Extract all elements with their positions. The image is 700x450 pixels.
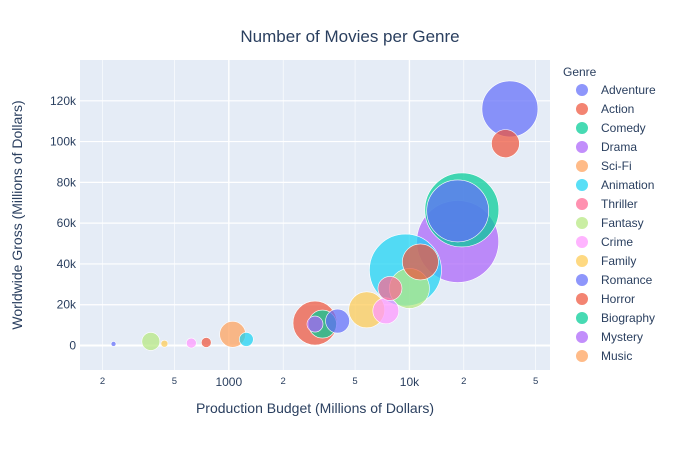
legend-label-family: Family (601, 254, 636, 268)
y-axis-ticks: 0 20k 40k 60k 80k 100k 120k (50, 94, 77, 353)
bubbles (110, 80, 539, 351)
legend-label-horror: Horror (601, 292, 635, 306)
x-minor-tick-label: 2 (461, 376, 466, 387)
bubble-fantasy[interactable] (141, 332, 161, 351)
bubble-adventure[interactable] (426, 179, 490, 243)
legend-marker-drama (576, 141, 588, 153)
legend-label-music: Music (601, 349, 632, 363)
x-major-tick-label: 1000 (215, 375, 242, 389)
legend-marker-sci-fi (576, 160, 588, 172)
legend-marker-action (576, 103, 588, 115)
x-minor-tick-label: 5 (533, 376, 538, 387)
legend-marker-animation (576, 179, 588, 191)
x-major-tick-label: 10k (400, 375, 420, 389)
legend-marker-biography (576, 312, 588, 324)
y-axis-title: Worldwide Gross (Millions of Dollars) (9, 100, 25, 329)
y-tick-label: 120k (50, 94, 77, 108)
bubble-family[interactable] (160, 339, 169, 348)
legend-label-fantasy: Fantasy (601, 216, 644, 230)
legend-item-thriller[interactable]: Thriller (576, 197, 638, 211)
bubble-crime[interactable] (372, 297, 400, 325)
y-tick-label: 40k (57, 257, 77, 271)
legend-marker-thriller (576, 198, 588, 210)
legend-item-romance[interactable]: Romance (576, 273, 653, 287)
legend-label-comedy: Comedy (601, 121, 646, 135)
legend-item-music[interactable]: Music (576, 349, 632, 363)
legend-title: Genre (563, 65, 597, 79)
legend-marker-romance (576, 274, 588, 286)
bubble-animation[interactable] (239, 332, 254, 347)
x-axis-title: Production Budget (Millions of Dollars) (196, 400, 434, 416)
legend-item-drama[interactable]: Drama (576, 140, 637, 154)
bubble-action[interactable] (402, 243, 439, 281)
legend-marker-adventure (576, 84, 588, 96)
y-tick-label: 60k (57, 216, 77, 230)
legend-item-action[interactable]: Action (576, 102, 634, 116)
legend-marker-crime (576, 236, 588, 248)
legend-marker-family (576, 255, 588, 267)
legend-label-crime: Crime (601, 235, 633, 249)
y-tick-label: 80k (57, 175, 77, 189)
x-minor-tick-label: 2 (281, 376, 286, 387)
legend-marker-comedy (576, 122, 588, 134)
legend-item-biography[interactable]: Biography (576, 311, 655, 325)
x-minor-tick-label: 5 (352, 376, 357, 387)
legend-item-adventure[interactable]: Adventure (576, 83, 656, 97)
legend-marker-music (576, 350, 588, 362)
bubble-crime[interactable] (186, 337, 197, 349)
legend-item-family[interactable]: Family (576, 254, 636, 268)
legend-label-action: Action (601, 102, 634, 116)
x-axis-ticks: 2 5 2 5 2 5 1000 10k (100, 375, 538, 389)
legend-item-horror[interactable]: Horror (576, 292, 635, 306)
legend: Genre Adventure Action Comedy Drama Sci-Fi An… (563, 65, 656, 363)
legend-item-fantasy[interactable]: Fantasy (576, 216, 644, 230)
bubble-action[interactable] (200, 337, 212, 348)
x-minor-tick-label: 5 (172, 376, 177, 387)
y-tick-label: 100k (50, 135, 77, 149)
chart-title: Number of Movies per Genre (240, 27, 459, 46)
y-tick-label: 0 (69, 339, 76, 353)
x-minor-tick-label: 2 (100, 376, 105, 387)
legend-label-biography: Biography (601, 311, 655, 325)
legend-label-animation: Animation (601, 178, 654, 192)
bubble-adventure[interactable] (325, 308, 350, 334)
legend-item-mystery[interactable]: Mystery (576, 330, 643, 344)
legend-label-mystery: Mystery (601, 330, 643, 344)
bubble-adventure[interactable] (481, 80, 539, 138)
legend-label-adventure: Adventure (601, 83, 656, 97)
legend-marker-fantasy (576, 217, 588, 229)
bubble-drama[interactable] (306, 315, 324, 333)
bubble-thriller[interactable] (377, 276, 403, 301)
legend-label-drama: Drama (601, 140, 637, 154)
y-tick-label: 20k (57, 298, 77, 312)
legend-item-sci-fi[interactable]: Sci-Fi (576, 159, 632, 173)
bubble-action[interactable] (491, 129, 520, 158)
bubble-adventure[interactable] (110, 341, 117, 347)
legend-item-crime[interactable]: Crime (576, 235, 633, 249)
legend-label-thriller: Thriller (601, 197, 638, 211)
legend-marker-mystery (576, 331, 588, 343)
legend-label-romance: Romance (601, 273, 653, 287)
legend-label-sci-fi: Sci-Fi (601, 159, 632, 173)
legend-item-comedy[interactable]: Comedy (576, 121, 646, 135)
legend-marker-horror (576, 293, 588, 305)
legend-item-animation[interactable]: Animation (576, 178, 654, 192)
